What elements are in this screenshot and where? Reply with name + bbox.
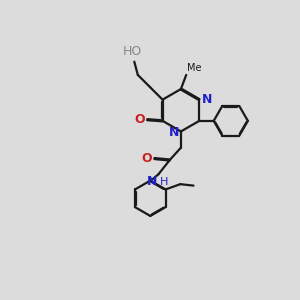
Text: HO: HO: [122, 45, 142, 58]
Text: N: N: [169, 125, 179, 139]
Text: N: N: [147, 175, 158, 188]
Text: N: N: [202, 93, 212, 106]
Text: O: O: [141, 152, 152, 165]
Text: Me: Me: [188, 63, 202, 73]
Text: H: H: [160, 177, 169, 187]
Text: O: O: [134, 113, 145, 126]
